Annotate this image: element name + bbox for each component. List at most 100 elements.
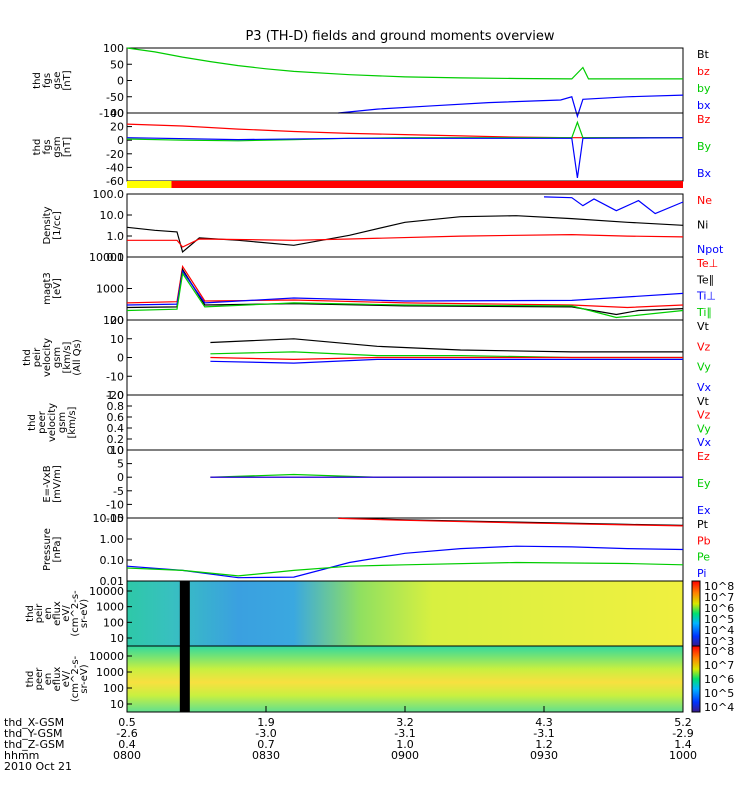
ytick-label-peir-en-eflux: 1000 bbox=[96, 601, 124, 614]
xtick-label-x: 5.2 bbox=[674, 716, 692, 729]
xtick-label-time: 0830 bbox=[252, 749, 280, 762]
xtick-label-x: 1.9 bbox=[257, 716, 275, 729]
ytick-label-peir-velocity: -20 bbox=[106, 389, 124, 402]
ylabel-line: (cm^2-s- bbox=[70, 590, 81, 637]
ytick-label-fgs-gsm: 20 bbox=[110, 121, 124, 134]
colorbar-label-peer-en-eflux: 10^6 bbox=[704, 673, 734, 686]
series-density-1 bbox=[127, 233, 684, 248]
ytick-label-fgs-gsm: -20 bbox=[106, 148, 124, 161]
chart-title: P3 (TH-D) fields and ground moments over… bbox=[245, 29, 554, 44]
xaxis-row-label: thd_Z-GSM bbox=[4, 738, 64, 751]
colorbar-peer-en-eflux bbox=[691, 645, 701, 713]
ylabel-efield: E=-VxB [mV/m] bbox=[42, 465, 63, 503]
xtick-label-y: -3.1 bbox=[394, 727, 415, 740]
series-pressure-0 bbox=[338, 517, 684, 526]
colorbar-label-peer-en-eflux: 10^5 bbox=[704, 687, 734, 700]
ytick-label-efield: 0 bbox=[117, 471, 124, 484]
ytick-label-peir-en-eflux: 100 bbox=[103, 616, 124, 629]
ytick-label-fgs-gsm: 0 bbox=[117, 134, 124, 147]
xtick-label-x: 0.5 bbox=[118, 716, 136, 729]
spectrogram-peer-en-eflux bbox=[127, 646, 683, 712]
series-peir-velocity-2 bbox=[210, 358, 683, 364]
ylabel-line: [mV/m] bbox=[52, 465, 63, 503]
xaxis-row-label: hhmm bbox=[4, 749, 39, 762]
xtick-label-x: 4.3 bbox=[535, 716, 553, 729]
legend-temperature: Ti∥ bbox=[696, 306, 712, 319]
ylabel-line: (All Qs) bbox=[72, 339, 83, 376]
ylabel-line: thd bbox=[25, 671, 36, 688]
ylabel-density: Density [1/cc] bbox=[42, 206, 63, 244]
legend-pressure: Pe bbox=[697, 551, 710, 564]
ylabel-line: eflux bbox=[52, 667, 63, 692]
colorbar-peir-en-eflux bbox=[691, 580, 701, 647]
legend-peer-velocity: Vz bbox=[697, 409, 711, 422]
data-gap-peer-en-eflux bbox=[179, 646, 190, 712]
ytick-label-peir-velocity: 10 bbox=[110, 333, 124, 346]
ytick-label-peer-velocity: 0.2 bbox=[107, 433, 125, 446]
legend-fgs-gsm: Bz bbox=[697, 113, 711, 126]
legend-temperature: Ti⊥ bbox=[696, 290, 716, 303]
ytick-label-pressure: 1.00 bbox=[100, 533, 125, 546]
xtick-label-time: 1000 bbox=[669, 749, 697, 762]
ytick-label-fgs-gse: 100 bbox=[103, 42, 124, 55]
ytick-label-efield: -5 bbox=[113, 485, 124, 498]
ylabel-line: eV/ bbox=[61, 670, 72, 687]
ytick-label-fgs-gse: 0 bbox=[117, 75, 124, 88]
ylabel-line: fgs bbox=[42, 139, 53, 154]
ylabel-line: sr-eV) bbox=[79, 664, 90, 693]
legend-peir-velocity: Vy bbox=[697, 361, 711, 374]
ytick-label-peir-velocity: 20 bbox=[110, 314, 124, 327]
ylabel-line: gsm bbox=[57, 412, 68, 433]
legend-density: Ni bbox=[697, 219, 708, 232]
ylabel-line: fgs bbox=[42, 73, 53, 88]
series-temperature-2 bbox=[126, 269, 684, 306]
xtick-label-z: 0.4 bbox=[118, 738, 136, 751]
legend-pressure: Pt bbox=[697, 518, 709, 531]
legend-fgs-gse: bx bbox=[697, 99, 711, 112]
legend-fgs-gse: by bbox=[697, 82, 711, 95]
mode-bar-yellow bbox=[127, 181, 172, 188]
ylabel-line: gse bbox=[52, 72, 63, 90]
ylabel-line: [nT] bbox=[62, 137, 73, 157]
series-temperature-1 bbox=[126, 267, 684, 316]
ylabel-line: eV/ bbox=[61, 605, 72, 622]
ytick-label-efield: -15 bbox=[106, 512, 124, 525]
xtick-label-y: -2.9 bbox=[672, 727, 693, 740]
xtick-label-time: 0800 bbox=[113, 749, 141, 762]
ylabel-pressure: Pressure [nPa] bbox=[42, 528, 63, 571]
legend-pressure: Pb bbox=[697, 534, 711, 547]
ylabel-line: en bbox=[43, 673, 54, 686]
ytick-label-fgs-gsm: -40 bbox=[106, 161, 124, 174]
panel-frame-fgs-gsm bbox=[126, 112, 684, 182]
colorbar-label-peir-en-eflux: 10^7 bbox=[704, 591, 734, 604]
ylabel-peer-velocity: thd peer velocity gsm [km/s] bbox=[27, 403, 78, 442]
legend-fgs-gse: Bt bbox=[697, 48, 710, 61]
series-peir-velocity-0 bbox=[210, 338, 683, 353]
ylabel-line: sr-eV) bbox=[79, 599, 90, 628]
ytick-label-fgs-gse: -100 bbox=[99, 107, 124, 120]
ytick-label-fgs-gsm: -60 bbox=[106, 175, 124, 188]
panel-frame-pressure bbox=[126, 517, 684, 582]
ylabel-line: thd bbox=[27, 414, 38, 431]
ylabel-fgs-gsm: thd fgs gsm [nT] bbox=[32, 136, 73, 157]
ylabel-line: velocity bbox=[42, 338, 53, 377]
xtick-label-y: -3.0 bbox=[255, 727, 276, 740]
ytick-label-peer-en-eflux: 10000 bbox=[89, 650, 124, 663]
series-pressure-1 bbox=[338, 517, 684, 527]
ylabel-line: thd bbox=[22, 349, 33, 366]
panel-frame-fgs-gse bbox=[126, 47, 684, 114]
xaxis-row-label: thd_Y-GSM bbox=[4, 727, 63, 740]
ylabel-line: gsm bbox=[52, 347, 63, 368]
xtick-label-z: 0.7 bbox=[257, 738, 275, 751]
ylabel-line: (cm^2-s- bbox=[70, 655, 81, 702]
series-temperature-3 bbox=[126, 271, 684, 319]
legend-density: Npot bbox=[697, 243, 724, 256]
panel-frame-temperature bbox=[126, 256, 684, 321]
legend-fgs-gse: bz bbox=[697, 65, 710, 78]
series-peir-velocity-3 bbox=[210, 356, 683, 361]
legend-density: Ne bbox=[697, 194, 712, 207]
series-density-0 bbox=[126, 215, 684, 254]
